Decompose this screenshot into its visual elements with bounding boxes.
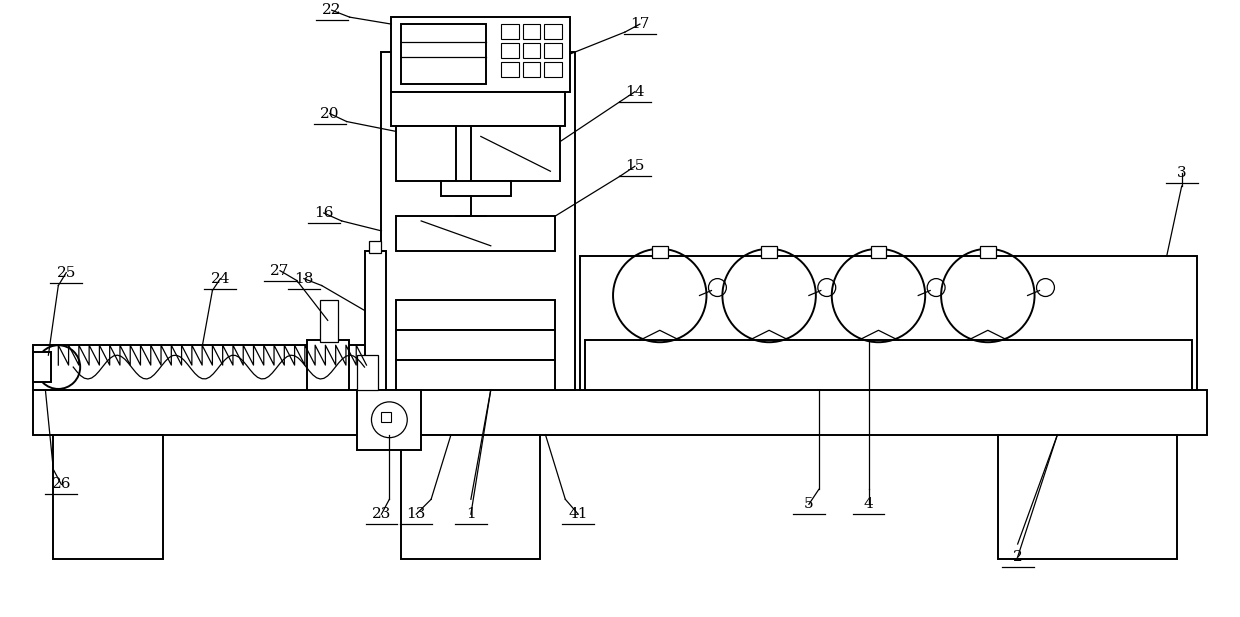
Bar bbox=[382, 412, 392, 422]
Bar bbox=[585, 340, 1192, 390]
Bar bbox=[501, 62, 518, 77]
Bar bbox=[501, 24, 518, 39]
Text: 5: 5 bbox=[804, 497, 813, 511]
Bar bbox=[998, 435, 1177, 559]
Bar bbox=[397, 360, 556, 390]
Bar bbox=[522, 24, 541, 39]
Text: 41: 41 bbox=[568, 507, 588, 521]
Bar bbox=[501, 43, 518, 58]
Bar bbox=[365, 251, 387, 390]
Text: 17: 17 bbox=[630, 17, 650, 31]
Bar bbox=[33, 352, 51, 382]
Bar bbox=[402, 24, 486, 84]
Bar bbox=[870, 246, 887, 258]
Text: 18: 18 bbox=[294, 271, 314, 286]
Bar bbox=[382, 52, 575, 390]
Text: 2: 2 bbox=[1013, 550, 1023, 564]
Text: 15: 15 bbox=[625, 159, 645, 173]
Bar bbox=[441, 181, 511, 196]
Text: 22: 22 bbox=[322, 3, 341, 17]
Bar bbox=[544, 43, 563, 58]
Bar bbox=[392, 17, 570, 92]
Bar bbox=[580, 255, 1197, 390]
Bar bbox=[392, 92, 565, 126]
Text: 1: 1 bbox=[466, 507, 476, 521]
Bar bbox=[522, 62, 541, 77]
Bar bbox=[522, 43, 541, 58]
Bar bbox=[357, 355, 378, 390]
Bar bbox=[397, 300, 556, 330]
Bar bbox=[306, 340, 348, 390]
Bar bbox=[544, 24, 563, 39]
Text: 25: 25 bbox=[57, 266, 76, 280]
Bar bbox=[320, 300, 337, 342]
Bar bbox=[370, 241, 382, 253]
Bar bbox=[761, 246, 777, 258]
Bar bbox=[980, 246, 996, 258]
Bar bbox=[397, 216, 556, 251]
Bar bbox=[33, 390, 1207, 435]
Bar bbox=[652, 246, 667, 258]
Bar bbox=[397, 330, 556, 360]
Bar bbox=[33, 345, 382, 390]
Bar bbox=[544, 62, 563, 77]
Text: 24: 24 bbox=[211, 271, 231, 286]
Bar bbox=[357, 390, 422, 450]
Text: 23: 23 bbox=[372, 507, 391, 521]
Text: 4: 4 bbox=[863, 497, 873, 511]
Text: 3: 3 bbox=[1177, 166, 1187, 180]
Text: 26: 26 bbox=[52, 478, 71, 491]
Text: 20: 20 bbox=[320, 107, 340, 120]
Text: 16: 16 bbox=[314, 206, 334, 220]
Bar bbox=[397, 126, 456, 181]
Text: 14: 14 bbox=[625, 85, 645, 99]
Bar bbox=[53, 435, 162, 559]
Text: 13: 13 bbox=[407, 507, 425, 521]
Bar bbox=[402, 435, 541, 559]
Text: 27: 27 bbox=[270, 263, 290, 278]
Bar bbox=[471, 126, 560, 181]
